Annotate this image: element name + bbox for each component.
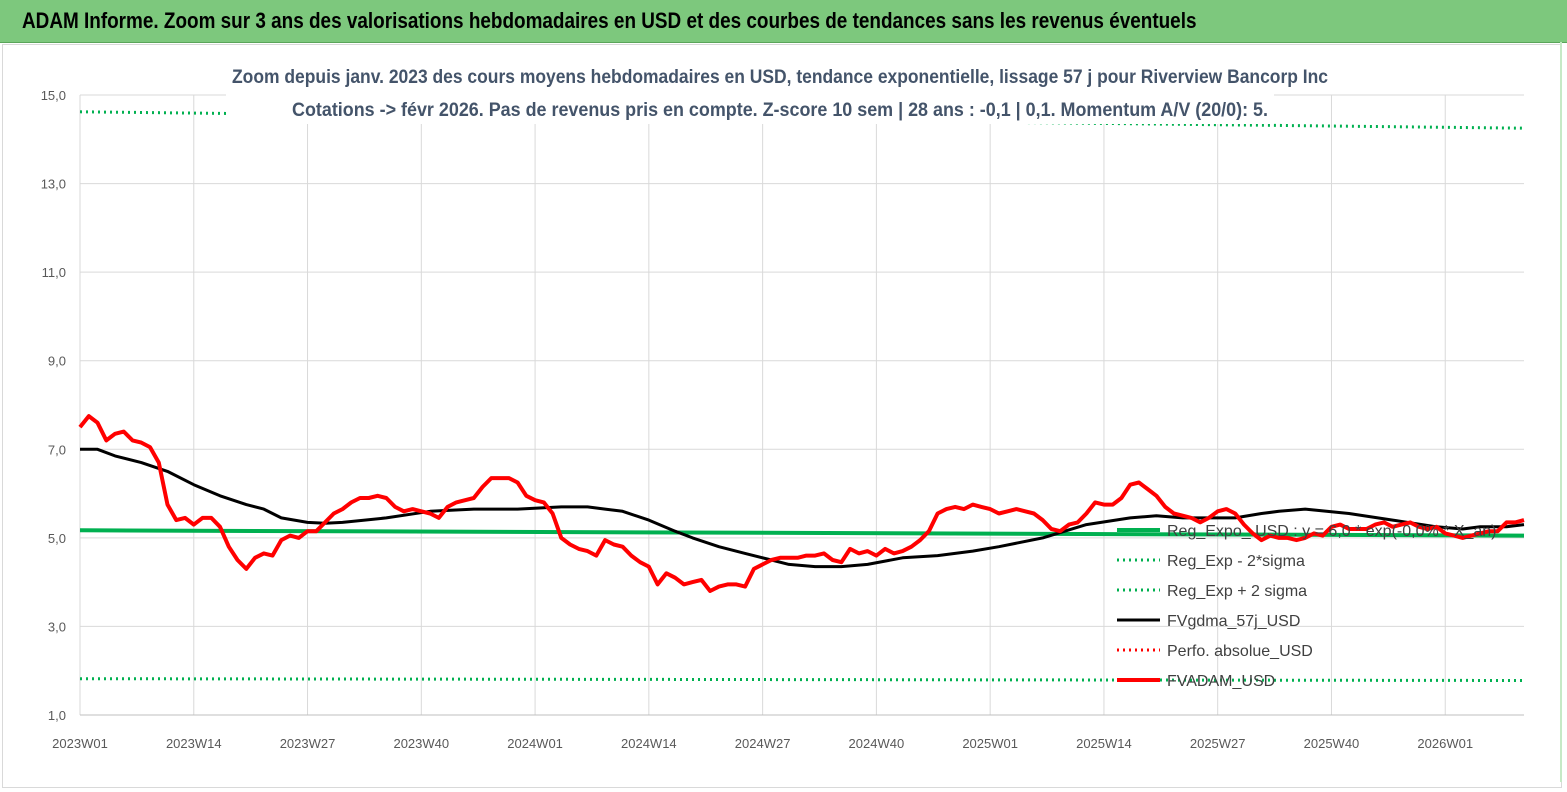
x-tick-label: 2024W27 — [735, 736, 791, 751]
x-axis: 2023W01 2023W14 2023W27 2023W40 2024W01 2024W… — [52, 714, 1524, 751]
y-tick-label: 5,0 — [48, 531, 66, 546]
x-tick-label: 2025W01 — [962, 736, 1018, 751]
series-line-0 — [79, 528, 1525, 538]
series-line-1 — [79, 677, 1525, 682]
y-tick-label: 9,0 — [48, 354, 66, 369]
x-tick-label: 2023W14 — [166, 736, 222, 751]
y-tick-label: 11,0 — [42, 265, 66, 280]
legend-label: Perfo. absolue_USD — [1167, 643, 1313, 660]
legend-label: FVADAM_USD — [1167, 673, 1275, 690]
x-tick-label: 2024W01 — [507, 736, 563, 751]
chart-title: Zoom depuis janv. 2023 des cours moyens … — [232, 67, 1328, 88]
grid-lines — [79, 94, 1524, 716]
chart-right-edge — [1550, 42, 1562, 782]
header-bar: ADAM Informe. Zoom sur 3 ans des valoris… — [0, 0, 1567, 43]
x-tick-label: 2026W01 — [1417, 736, 1473, 751]
y-tick-label: 3,0 — [48, 619, 66, 634]
x-tick-label: 2025W14 — [1076, 736, 1132, 751]
series-layer — [78, 110, 1525, 682]
y-tick-label: 7,0 — [48, 442, 66, 457]
x-tick-label: 2025W27 — [1190, 736, 1246, 751]
legend-label: Reg_Exp - 2*sigma — [1167, 553, 1305, 570]
x-tick-label: 2023W40 — [393, 736, 449, 751]
x-tick-label: 2024W14 — [621, 736, 677, 751]
x-tick-label: 2024W40 — [849, 736, 905, 751]
x-tick-label: 2023W01 — [52, 736, 108, 751]
legend-label: Reg_Expo_ USD : y = 6,0 * exp(-0,0% * X_… — [1167, 523, 1497, 540]
page-title: ADAM Informe. Zoom sur 3 ans des valoris… — [22, 8, 1197, 33]
y-tick-label: 1,0 — [48, 708, 66, 723]
series-line-3 — [80, 447, 1525, 569]
legend: Reg_Expo_ USD : y = 6,0 * exp(-0,0% * X_… — [1117, 523, 1497, 690]
legend-label: Reg_Exp + 2 sigma — [1167, 583, 1307, 600]
x-tick-label: 2023W27 — [280, 736, 336, 751]
chart-subtitle: Cotations -> févr 2026. Pas de revenus p… — [292, 100, 1268, 121]
y-tick-label: 13,0 — [41, 177, 66, 192]
y-axis: 1,0 3,0 5,0 7,0 9,0 11,0 13,0 15,0 — [41, 88, 66, 723]
series-line-5 — [78, 414, 1525, 593]
y-tick-label: 15,0 — [41, 88, 66, 103]
title-backdrop — [226, 62, 1274, 124]
legend-label: FVgdma_57j_USD — [1167, 613, 1300, 630]
x-tick-label: 2025W40 — [1304, 736, 1360, 751]
